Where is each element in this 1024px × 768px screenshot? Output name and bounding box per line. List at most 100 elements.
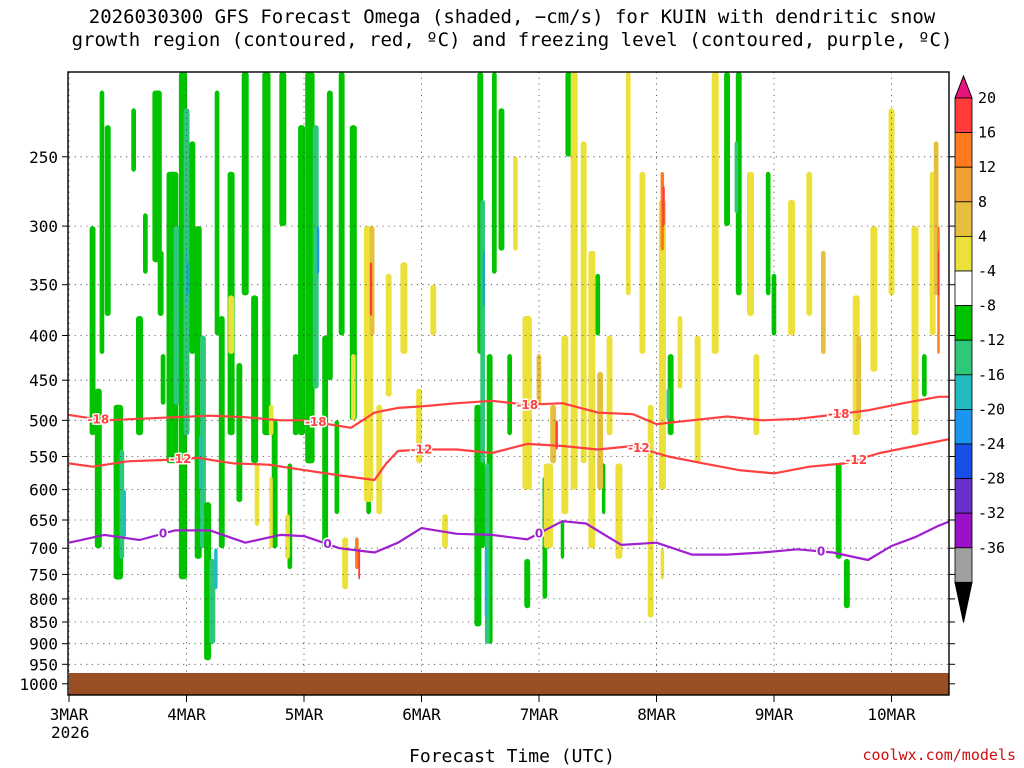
colorbar-swatch <box>954 166 973 203</box>
omega-streak <box>254 463 260 526</box>
x-tick-label: 6MAR <box>402 705 441 724</box>
omega-streak <box>835 463 842 559</box>
omega-streak <box>580 141 587 464</box>
omega-streak <box>136 316 143 436</box>
omega-streak <box>588 250 596 549</box>
contour-label: -12 <box>411 443 433 457</box>
contour-line-dendritic-12 <box>68 437 949 482</box>
plot-frame <box>67 71 950 696</box>
y-tick-label: 500 <box>29 411 58 430</box>
omega-streak <box>430 284 437 336</box>
omega-streak <box>214 90 220 336</box>
chart-title: 2026030300 GFS Forecast Omega (shaded, −… <box>0 6 1024 52</box>
contour-line-freezing-0 <box>68 520 949 562</box>
y-tick-label: 550 <box>29 448 58 467</box>
omega-streak <box>550 404 557 464</box>
omega-streak <box>189 141 196 354</box>
omega-streak <box>570 72 578 490</box>
omega-streak <box>279 72 287 227</box>
omega-streak <box>326 90 333 381</box>
colorbar-label: -12 <box>978 331 1005 349</box>
omega-streak <box>560 520 565 559</box>
omega-streak <box>89 226 96 436</box>
x-tick-label: 7MAR <box>520 705 559 724</box>
omega-streak <box>480 449 485 549</box>
omega-streak <box>565 72 572 157</box>
omega-streak <box>806 171 813 316</box>
colorbar-swatch <box>954 201 973 237</box>
omega-streak <box>342 537 349 590</box>
omega-streak <box>160 354 166 405</box>
y-tick-label: 850 <box>29 613 58 632</box>
omega-streak <box>911 226 919 436</box>
colorbar-swatch <box>954 374 973 410</box>
omega-streak <box>555 420 558 450</box>
omega-streak <box>358 548 361 580</box>
omega-streak <box>888 108 895 296</box>
contour-label: 0 <box>535 526 543 540</box>
omega-streak <box>482 250 485 306</box>
colorbar-label: -36 <box>978 539 1005 557</box>
omega-streak <box>747 171 754 316</box>
omega-streak <box>507 354 512 436</box>
omega-streak <box>218 316 225 549</box>
colorbar-label: -28 <box>978 470 1005 488</box>
y-tick-label: 800 <box>29 590 58 609</box>
colorbar-swatch <box>954 270 973 306</box>
colorbar-swatch <box>954 235 973 272</box>
colorbar-bottom-arrow <box>954 581 973 623</box>
x-tick-label: 5MAR <box>285 705 324 724</box>
omega-streak <box>821 250 826 355</box>
y-tick-label: 600 <box>29 481 58 500</box>
colorbar-swatch <box>954 132 973 168</box>
colorbar-label: 20 <box>978 89 996 107</box>
x-tick-sublabel: 2026 <box>51 723 90 742</box>
omega-streak <box>285 514 290 559</box>
omega-streak <box>735 72 742 296</box>
omega-streak <box>251 295 259 464</box>
contour-label: -12 <box>628 441 650 455</box>
colorbar-swatch <box>954 339 973 376</box>
omega-streak <box>724 72 730 227</box>
omega-streak <box>94 388 102 549</box>
omega-streak <box>334 420 340 515</box>
contour-label: -12 <box>170 452 192 466</box>
omega-streak <box>99 90 105 354</box>
colorbar-swatch <box>954 443 973 479</box>
omega-streak <box>269 476 273 549</box>
omega-streak <box>214 548 218 590</box>
credit-link[interactable]: coolwx.com/models <box>862 746 1016 764</box>
omega-streak <box>173 226 181 405</box>
omega-streak <box>298 125 306 436</box>
omega-streak <box>711 72 719 354</box>
omega-streak <box>351 354 356 421</box>
omega-streak <box>513 156 518 251</box>
y-tick-label: 350 <box>29 276 58 295</box>
omega-streak <box>400 262 408 354</box>
omega-streak <box>639 171 646 354</box>
omega-streak <box>843 558 850 609</box>
colorbar-label: -8 <box>978 297 996 315</box>
y-tick-label: 450 <box>29 371 58 390</box>
colorbar-swatch <box>954 478 973 514</box>
omega-streak <box>241 72 249 296</box>
omega-streak <box>376 404 383 515</box>
omega-streak <box>305 72 315 464</box>
omega-streak <box>694 335 701 464</box>
colorbar-label: 16 <box>978 124 996 142</box>
omega-streak <box>152 90 162 263</box>
contour-label: -12 <box>845 453 867 467</box>
ground-surface <box>69 673 949 695</box>
colorbar-label: -16 <box>978 366 1005 384</box>
omega-streak <box>498 108 505 251</box>
colorbar-swatch <box>954 512 973 549</box>
colorbar-label: -4 <box>978 262 996 280</box>
x-axis-title: Forecast Time (UTC) <box>409 746 615 767</box>
x-tick-label: 8MAR <box>637 705 676 724</box>
omega-streak <box>338 72 345 336</box>
omega-streak <box>595 273 601 336</box>
omega-streak <box>953 613 959 644</box>
omega-streak <box>480 199 485 464</box>
omega-streak <box>271 420 278 549</box>
